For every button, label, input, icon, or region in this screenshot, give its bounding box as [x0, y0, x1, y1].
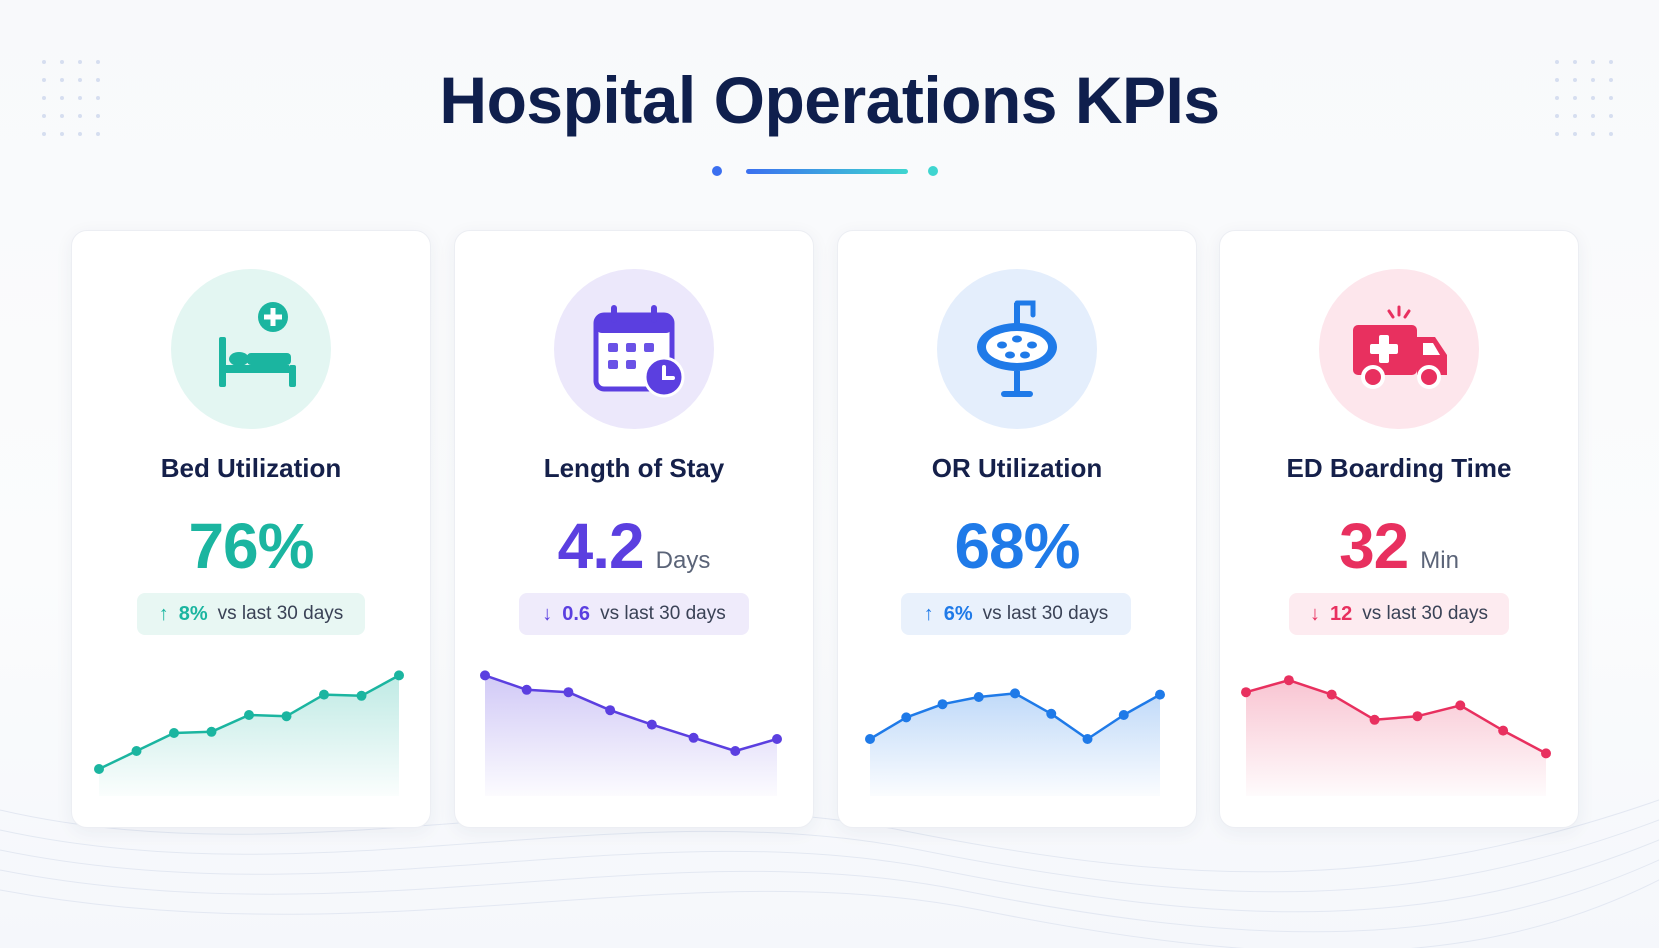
- sparkline-length-of-stay: [480, 670, 782, 796]
- sparkline-or-utilization: [865, 688, 1165, 796]
- sparkline-point: [1010, 688, 1020, 699]
- trend-comparison: vs last 30 days: [982, 603, 1109, 624]
- kpi-number: 4.2: [557, 510, 645, 582]
- ambulance-icon: [1353, 305, 1447, 389]
- arrow-down-icon: ↓: [1310, 602, 1321, 625]
- decorative-dot-grid-left: [42, 60, 106, 140]
- icon-circle-bed-utilization: [171, 269, 331, 429]
- sparkline-ed-boarding-time: [1241, 675, 1551, 796]
- sparkline-area: [870, 693, 1160, 796]
- kpi-unit: Days: [655, 547, 711, 574]
- sparkline-point: [730, 746, 741, 756]
- trend-delta: 6%: [943, 602, 973, 625]
- sparkline-point: [521, 684, 532, 695]
- sparkline-point: [131, 746, 142, 756]
- trend-delta: 0.6: [562, 602, 591, 625]
- sparkline-point: [1412, 711, 1423, 722]
- sparkline-point: [901, 712, 912, 723]
- sparkline-point: [646, 719, 657, 730]
- arrow-up-icon: ↑: [923, 602, 934, 625]
- sparkline-point: [1455, 700, 1466, 711]
- calendar-clock-icon: [593, 305, 685, 398]
- sparkline-point: [356, 690, 367, 701]
- trend-delta: 12: [1330, 602, 1353, 625]
- kpi-card-length-of-stay: Length of Stay 4.2 Days ↓ 0.6 vs last 30 …: [454, 230, 814, 828]
- sparkline-point: [772, 734, 782, 744]
- sparkline-point: [1046, 708, 1057, 719]
- kpi-card-or-utilization: OR Utilization 68% ↑ 6% vs last 30 days: [837, 230, 1197, 828]
- trend-comparison: vs last 30 days: [600, 603, 726, 624]
- sparkline-area: [99, 675, 399, 796]
- kpi-card-ed-boarding-time: ED Boarding Time 32 Min ↓ 12 vs last 30 d…: [1219, 230, 1579, 828]
- sparkline-point: [937, 699, 948, 710]
- sparkline-point: [1326, 689, 1337, 700]
- sparkline-point: [1369, 714, 1380, 725]
- kpi-value: 4.2 Days: [455, 509, 813, 583]
- sparkline-bed-utilization: [94, 670, 404, 796]
- trend-comparison: vs last 30 days: [1362, 603, 1488, 624]
- sparkline-point: [244, 710, 254, 720]
- kpi-unit: Min: [1420, 547, 1459, 574]
- sparkline-point: [1082, 734, 1093, 744]
- decorative-dot-grid-right: [1555, 60, 1619, 140]
- hospital-bed-icon: [219, 302, 296, 387]
- sparkline-point: [480, 670, 490, 681]
- kpi-number: 76%: [188, 510, 314, 582]
- trend-badge: ↑ 6% vs last 30 days: [901, 593, 1131, 635]
- sparkline-area: [485, 675, 777, 796]
- kpi-title: ED Boarding Time: [1286, 453, 1512, 483]
- sparkline-point: [688, 732, 699, 743]
- kpi-title: Length of Stay: [543, 453, 725, 483]
- sparkline-point: [563, 687, 574, 698]
- sparkline-point: [1498, 725, 1509, 736]
- sparkline-point: [1541, 748, 1551, 759]
- kpi-title: OR Utilization: [931, 453, 1103, 483]
- sparkline-line: [1245, 678, 1547, 755]
- arrow-down-icon: ↓: [542, 602, 553, 625]
- sparkline-point: [206, 726, 217, 737]
- sparkline-point: [1118, 710, 1129, 720]
- sparkline-point: [1155, 689, 1165, 700]
- arrow-up-icon: ↑: [158, 602, 169, 625]
- kpi-value: 32 Min: [1220, 509, 1578, 583]
- kpi-value: 76%: [72, 509, 430, 583]
- sparkline-point: [319, 689, 329, 700]
- surgical-light-icon: [977, 300, 1057, 397]
- sparkline-line: [484, 674, 778, 753]
- trend-badge: ↓ 12 vs last 30 days: [1289, 593, 1509, 635]
- trend-badge: ↑ 8% vs last 30 days: [137, 593, 365, 635]
- kpi-title: Bed Utilization: [160, 453, 342, 483]
- sparkline-point: [1283, 675, 1294, 686]
- kpi-number: 32: [1339, 510, 1409, 582]
- sparkline-point: [1241, 687, 1251, 698]
- sparkline-point: [605, 705, 616, 716]
- kpi-card-bed-utilization: Bed Utilization 76% ↑ 8% vs last 30 days: [71, 230, 431, 828]
- trend-delta: 8%: [178, 602, 208, 625]
- sparkline-point: [973, 692, 984, 702]
- sparkline-point: [94, 764, 104, 774]
- icon-circle-or-utilization: [937, 269, 1097, 429]
- kpi-number: 68%: [954, 510, 1080, 582]
- icon-circle-length-of-stay: [554, 269, 714, 429]
- sparkline-point: [394, 670, 404, 681]
- title-underline-decoration: [712, 164, 942, 178]
- page-title: Hospital Operations KPIs: [439, 63, 1220, 137]
- kpi-value: 68%: [838, 509, 1196, 583]
- sparkline-area: [1246, 680, 1546, 796]
- sparkline-point: [865, 734, 875, 744]
- icon-circle-ed-boarding-time: [1319, 269, 1479, 429]
- sparkline-point: [281, 711, 292, 722]
- trend-badge: ↓ 0.6 vs last 30 days: [519, 593, 749, 635]
- sparkline-point: [169, 728, 179, 738]
- trend-comparison: vs last 30 days: [217, 603, 344, 624]
